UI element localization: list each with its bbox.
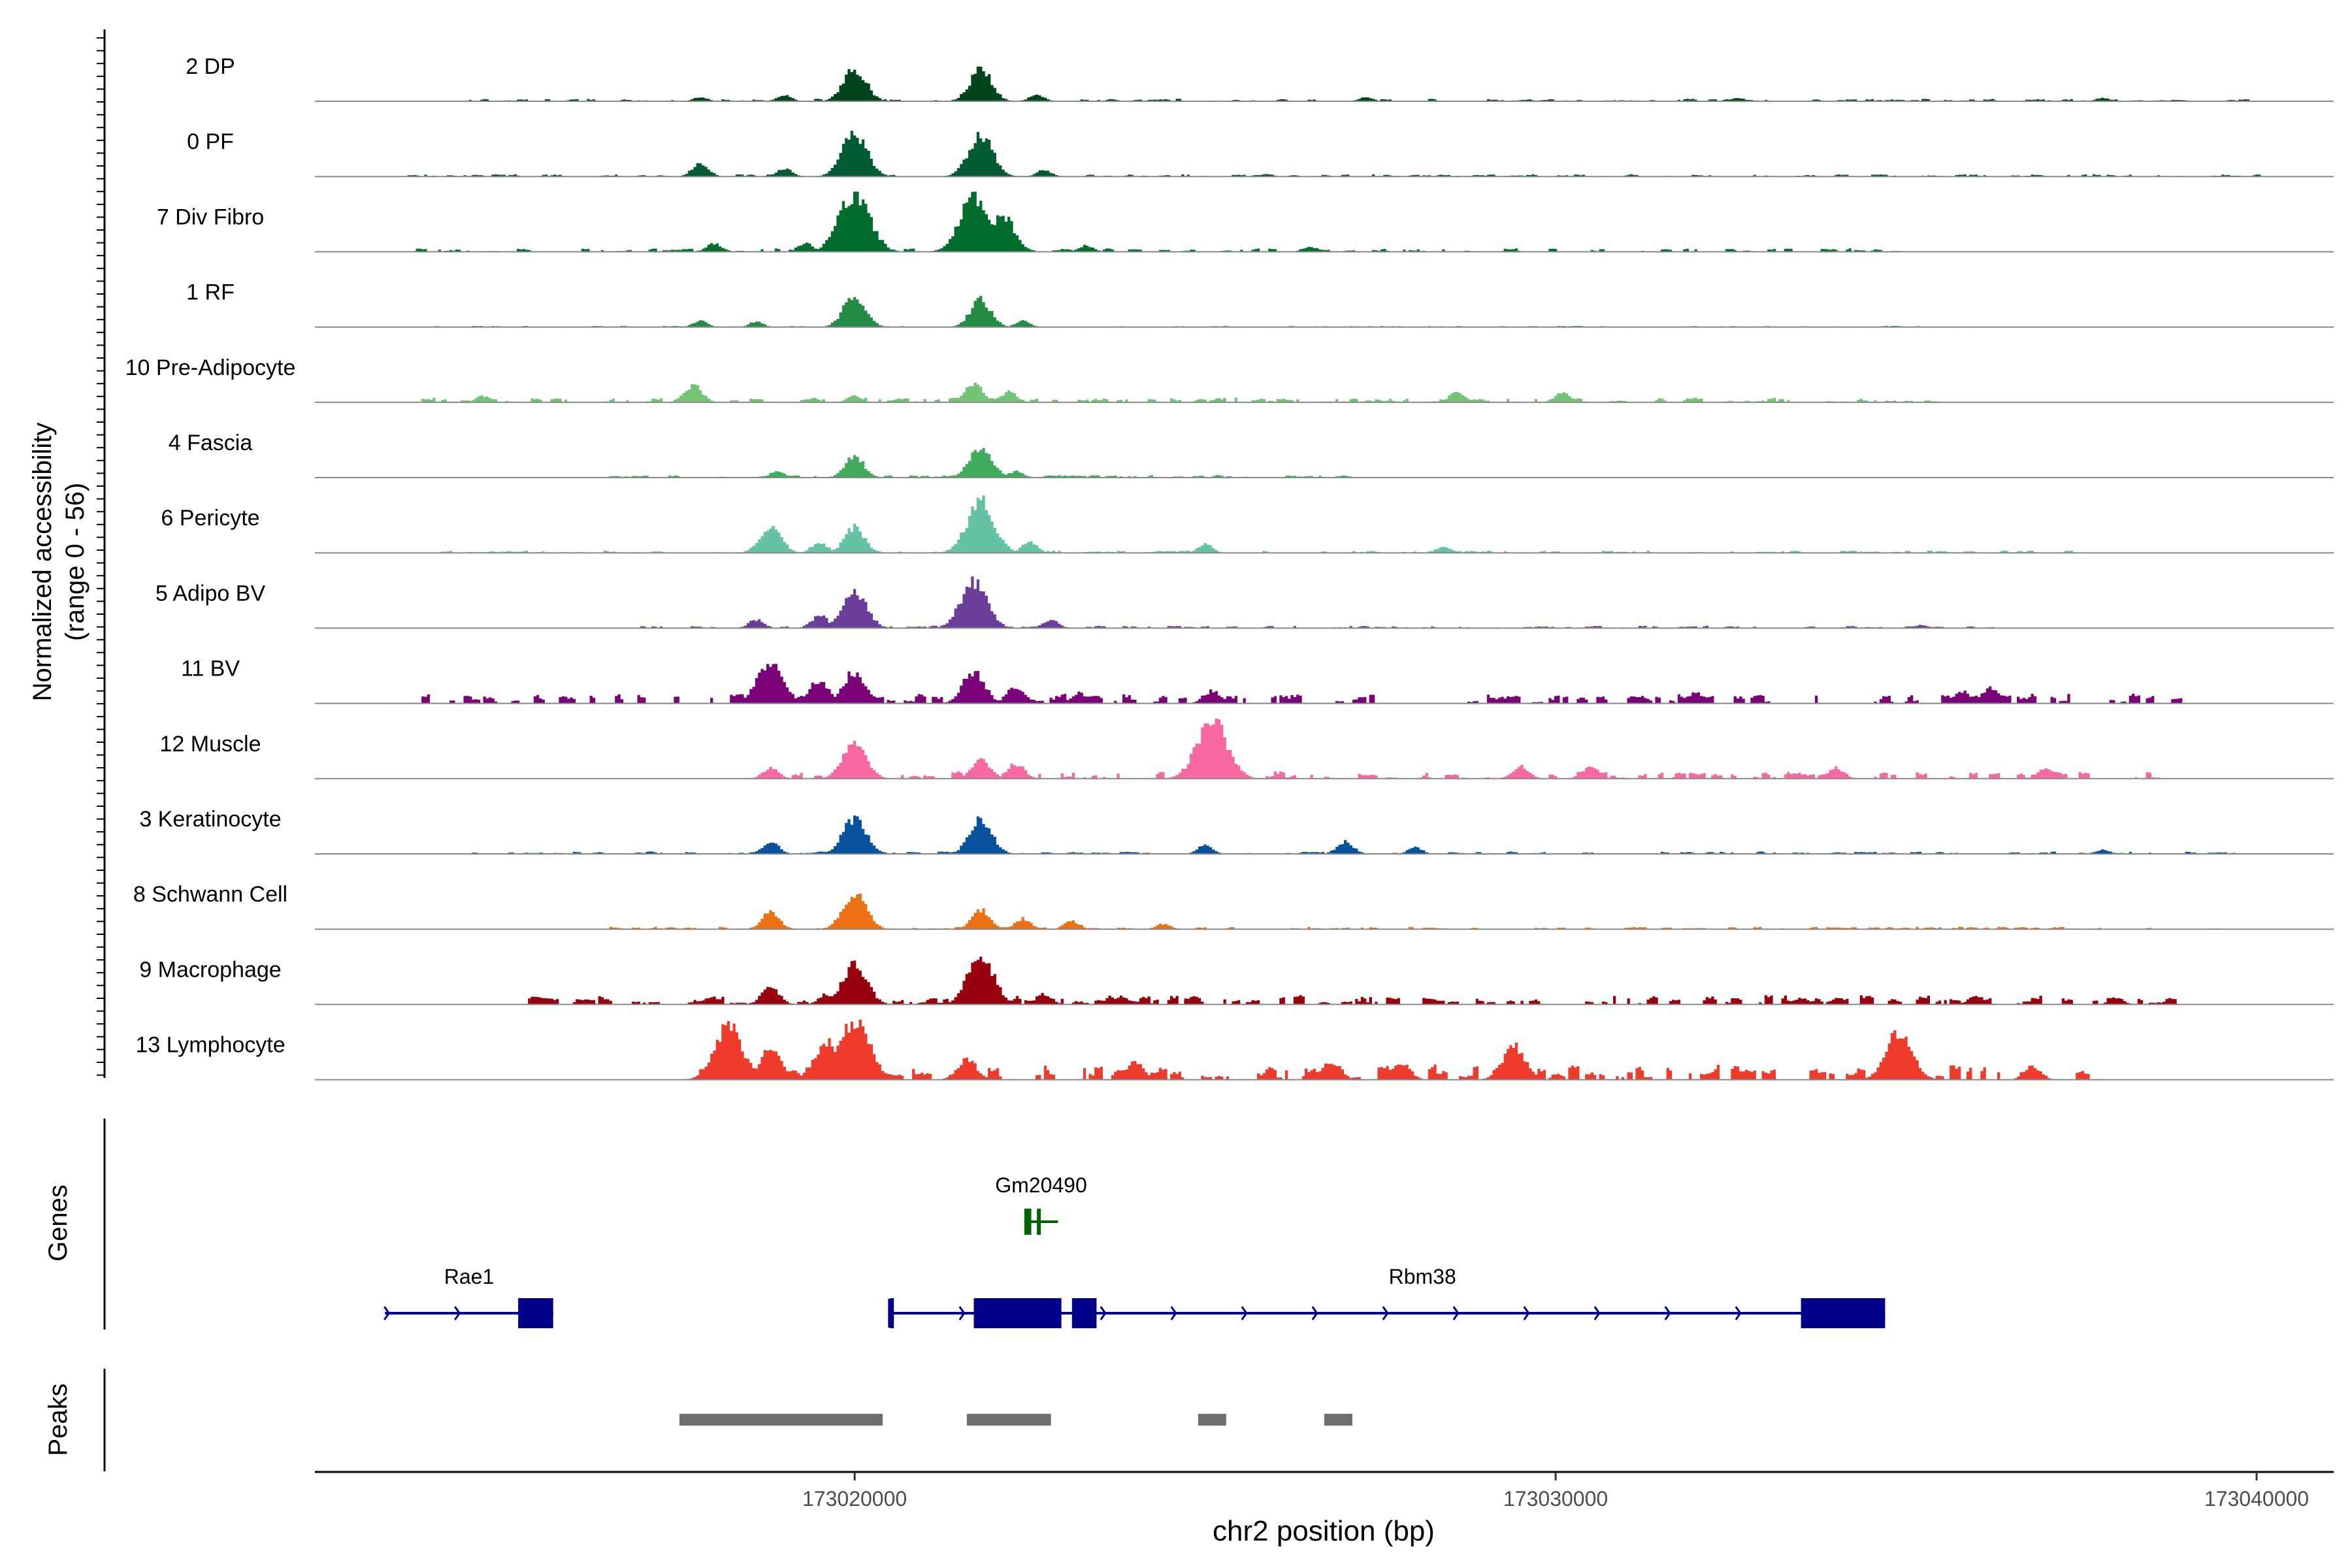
track-2-dp: 2 DP bbox=[186, 54, 2334, 102]
x-axis-title: chr2 position (bp) bbox=[1213, 1515, 1435, 1547]
gene-gm20490: Gm20490 bbox=[995, 1173, 1087, 1235]
strand-chevron bbox=[1311, 1306, 1318, 1320]
track-label: 7 Div Fibro bbox=[157, 204, 264, 229]
coverage-ylabel-line2: (range 0 - 56) bbox=[61, 483, 90, 641]
coverage-area bbox=[315, 956, 2334, 1005]
coverage-area bbox=[315, 495, 2334, 553]
track-1-rf: 1 RF bbox=[186, 280, 2334, 328]
coverage-area bbox=[315, 66, 2334, 101]
coverage-area bbox=[315, 295, 2334, 327]
coverage-panel: Normalized accessibility (range 0 - 56) … bbox=[28, 29, 2334, 1081]
gene-label: Gm20490 bbox=[995, 1173, 1087, 1197]
gene-exon bbox=[518, 1298, 553, 1328]
coverage-area bbox=[315, 448, 2334, 478]
gene-exon bbox=[889, 1298, 894, 1328]
track-3-keratinocyte: 3 Keratinocyte bbox=[139, 807, 2334, 855]
gene-rbm38: Rbm38 bbox=[888, 1265, 1886, 1328]
gene-label: Rbm38 bbox=[1389, 1265, 1456, 1288]
strand-chevron bbox=[1170, 1306, 1177, 1320]
x-axis: 173020000 173030000 173040000 chr2 positio… bbox=[315, 1471, 2334, 1547]
x-tick-label: 173040000 bbox=[2204, 1487, 2309, 1511]
track-label: 3 Keratinocyte bbox=[139, 807, 281, 832]
peak-region bbox=[1324, 1414, 1352, 1426]
strand-chevron bbox=[958, 1306, 966, 1320]
coverage-y-ticks bbox=[97, 37, 105, 1076]
coverage-area bbox=[315, 815, 2334, 854]
coverage-area bbox=[315, 893, 2334, 930]
peak-region bbox=[966, 1414, 1051, 1426]
peak-regions bbox=[679, 1414, 1352, 1426]
coverage-area bbox=[315, 382, 2334, 402]
x-axis-ticks: 173020000 173030000 173040000 bbox=[802, 1472, 2309, 1511]
coverage-area bbox=[315, 664, 2334, 704]
strand-chevron bbox=[1100, 1306, 1107, 1320]
coverage-area bbox=[315, 576, 2334, 629]
track-label: 5 Adipo BV bbox=[155, 581, 266, 606]
track-label: 10 Pre-Adipocyte bbox=[125, 355, 296, 380]
coverage-ylabel-line1: Normalized accessibility bbox=[28, 423, 57, 702]
track-11-bv: 11 BV bbox=[181, 657, 2334, 704]
coverage-tracks: 2 DP 0 PF 7 Div Fibro 1 RF 10 Pre-Adipocyte 4… bbox=[125, 54, 2334, 1081]
coverage-area bbox=[315, 191, 2334, 252]
track-9-macrophage: 9 Macrophage bbox=[139, 956, 2334, 1005]
track-label: 1 RF bbox=[186, 280, 235, 305]
gene-exon bbox=[1801, 1298, 1886, 1328]
strand-chevron bbox=[1382, 1306, 1389, 1320]
gene-label: Rae1 bbox=[444, 1265, 495, 1288]
track-label: 13 Lymphocyte bbox=[135, 1033, 285, 1058]
peaks-panel: Peaks bbox=[44, 1369, 1352, 1471]
strand-chevron bbox=[1523, 1306, 1530, 1320]
gene-exon bbox=[1024, 1209, 1032, 1235]
track-label: 6 Pericyte bbox=[161, 506, 259, 531]
x-tick-label: 173020000 bbox=[802, 1487, 907, 1511]
strand-chevron bbox=[1593, 1306, 1601, 1320]
coverage-area bbox=[315, 131, 2334, 177]
genes-panel-title: Genes bbox=[44, 1184, 73, 1262]
x-tick-label: 173030000 bbox=[1503, 1487, 1608, 1511]
track-label: 8 Schwann Cell bbox=[133, 882, 287, 907]
coverage-area bbox=[315, 718, 2334, 779]
gene-rae1: Rae1 bbox=[384, 1265, 553, 1328]
strand-chevron bbox=[1452, 1306, 1460, 1320]
track-label: 0 PF bbox=[187, 129, 234, 154]
track-label: 9 Macrophage bbox=[139, 957, 281, 982]
gene-exon bbox=[1071, 1298, 1097, 1328]
gene-models: Gm20490 Rae1 Rbm38 bbox=[384, 1173, 1886, 1328]
track-label: 2 DP bbox=[186, 54, 235, 79]
gene-exon bbox=[973, 1298, 1062, 1328]
strand-chevron bbox=[1241, 1306, 1248, 1320]
track-8-schwann-cell: 8 Schwann Cell bbox=[133, 882, 2334, 930]
coverage-area bbox=[315, 1019, 2334, 1080]
track-label: 11 BV bbox=[181, 657, 240, 681]
track-label: 4 Fascia bbox=[169, 431, 253, 455]
gene-exon bbox=[1037, 1209, 1041, 1235]
track-5-adipo-bv: 5 Adipo BV bbox=[155, 576, 2334, 629]
strand-chevron bbox=[384, 1306, 391, 1320]
strand-chevron bbox=[1735, 1306, 1742, 1320]
peaks-panel-title: Peaks bbox=[44, 1383, 73, 1456]
track-4-fascia: 4 Fascia bbox=[169, 431, 2334, 478]
peak-region bbox=[1198, 1414, 1226, 1426]
track-7-div-fibro: 7 Div Fibro bbox=[157, 191, 2334, 253]
track-13-lymphocyte: 13 Lymphocyte bbox=[135, 1019, 2334, 1081]
track-10-pre-adipocyte: 10 Pre-Adipocyte bbox=[125, 355, 2334, 403]
track-12-muscle: 12 Muscle bbox=[160, 718, 2334, 779]
strand-chevron bbox=[1664, 1306, 1671, 1320]
peak-region bbox=[679, 1414, 883, 1426]
track-label: 12 Muscle bbox=[160, 732, 261, 757]
genes-panel: Genes Gm20490 Rae1 Rbm38 bbox=[44, 1119, 1886, 1330]
strand-chevron bbox=[454, 1306, 461, 1320]
track-0-pf: 0 PF bbox=[187, 129, 2334, 178]
track-6-pericyte: 6 Pericyte bbox=[161, 495, 2334, 554]
